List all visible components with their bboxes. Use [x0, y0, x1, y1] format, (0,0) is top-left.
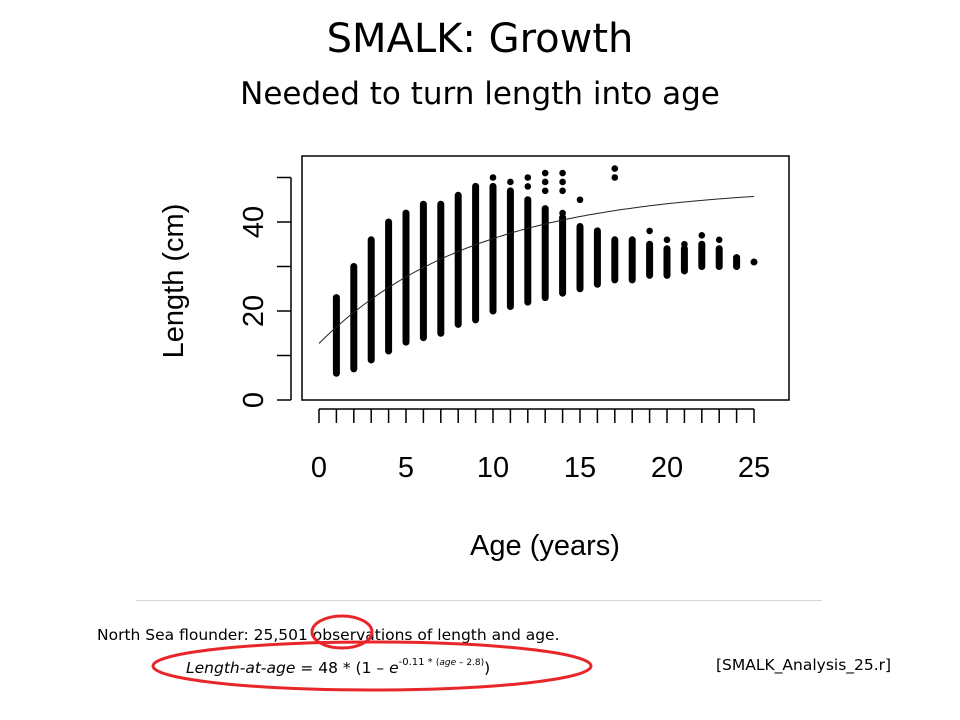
y-axis-label: Length (cm) — [158, 204, 190, 359]
data-point-1 — [507, 178, 514, 186]
caption-text: North Sea flounder: 25,501 observations … — [97, 626, 560, 644]
data-point-19 — [698, 240, 706, 248]
x-tick-label-15: 15 — [564, 452, 596, 484]
formula-exp-rest: – 2.8) — [456, 658, 485, 668]
x-tick-label-5: 5 — [398, 452, 414, 484]
data-point-2 — [524, 174, 532, 181]
growth-chart: 0 5 10 15 20 25 Age (years) 0 20 40 Length (cm) — [158, 155, 790, 562]
data-point-18 — [698, 232, 706, 239]
data-point-5 — [541, 178, 549, 186]
data-point-17 — [681, 240, 688, 248]
x-tick-label-0: 0 — [311, 452, 327, 484]
plot-frame — [301, 155, 790, 401]
data-point-7 — [559, 169, 566, 177]
formula-lhs: Length-at-age — [186, 659, 296, 678]
data-point-10 — [576, 196, 584, 204]
data-point-15 — [646, 227, 653, 235]
x-tick-label-10: 10 — [477, 452, 509, 484]
data-point-14 — [611, 174, 619, 181]
slide-subtitle: Needed to turn length into age — [240, 76, 720, 112]
data-point-11 — [559, 209, 566, 217]
x-axis-label: Age (years) — [470, 530, 620, 562]
formula-close: ) — [484, 659, 491, 678]
data-point-21 — [715, 236, 723, 244]
script-filename: [SMALK_Analysis_25.r] — [716, 656, 892, 674]
data-point-0 — [489, 174, 497, 181]
growth-curve — [318, 195, 755, 344]
data-point-22 — [715, 263, 723, 270]
data-point-9 — [559, 187, 566, 195]
data-point-3 — [524, 183, 532, 190]
slide-title: SMALK: Growth — [326, 16, 634, 62]
y-tick-label-0: 0 — [238, 392, 270, 408]
x-tick-label-25: 25 — [738, 452, 770, 484]
y-tick-label-40: 40 — [238, 206, 270, 238]
data-point-4 — [541, 169, 549, 177]
x-tick-label-20: 20 — [651, 452, 683, 484]
formula-exponent: -0.11 * (age – 2.8) — [399, 657, 485, 668]
data-point-24 — [733, 263, 740, 270]
data-point-20 — [698, 263, 706, 270]
data-point-23 — [733, 254, 740, 261]
data-point-13 — [611, 165, 619, 172]
formula-exp-var: age — [439, 658, 457, 668]
formula-exp-coef: -0.11 * — [398, 657, 436, 668]
formula-base: e — [389, 659, 399, 678]
data-point-8 — [559, 178, 566, 186]
data-point-16 — [663, 236, 671, 244]
data-point-6 — [541, 187, 549, 195]
formula-equals: = 48 * (1 – — [295, 659, 390, 678]
growth-formula: Length-at-age = 48 * (1 – e-0.11 * (age … — [186, 654, 490, 679]
y-tick-label-20: 20 — [238, 295, 270, 327]
separator-line — [136, 600, 822, 601]
